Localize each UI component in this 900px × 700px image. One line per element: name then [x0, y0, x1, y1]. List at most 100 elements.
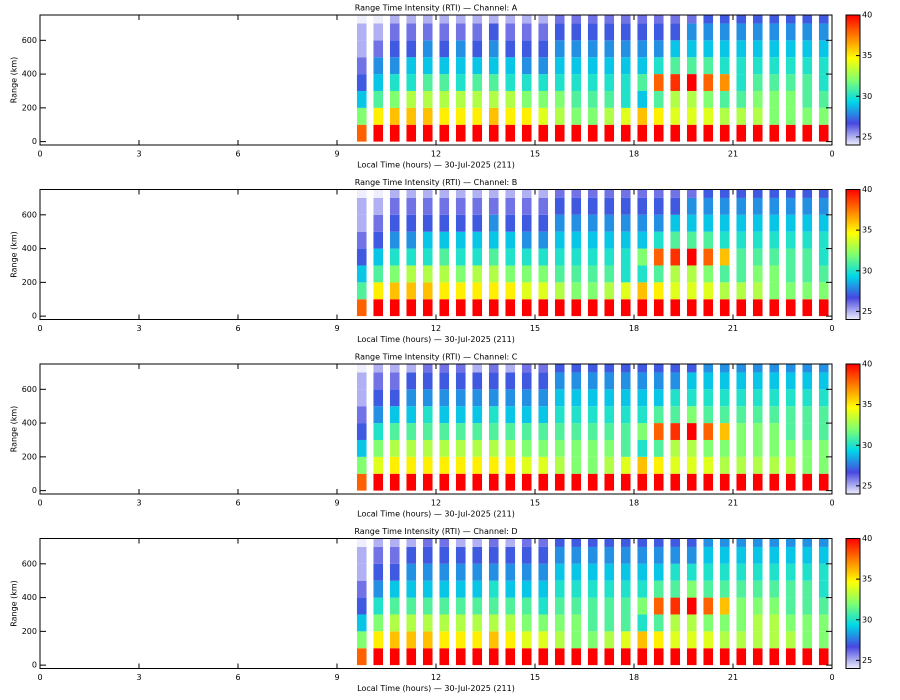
cell [736, 423, 747, 440]
colorbar [845, 14, 861, 146]
cell [356, 456, 367, 474]
cell [356, 580, 367, 598]
cell [554, 538, 565, 547]
cell [769, 563, 780, 581]
cell [686, 282, 697, 300]
x-tick-label: 15 [530, 673, 540, 682]
cell [604, 580, 615, 598]
y-tick-label: 0 [32, 661, 37, 670]
cell [785, 23, 796, 41]
cell [703, 15, 714, 24]
cell [670, 406, 681, 424]
cell [538, 282, 549, 300]
cell [389, 248, 400, 266]
cell [604, 372, 615, 390]
cell [356, 648, 367, 666]
x-tick-label: 12 [431, 324, 441, 333]
cell [736, 406, 747, 424]
cell [785, 423, 796, 440]
cell [439, 15, 450, 24]
cell [604, 57, 615, 75]
cell [752, 231, 763, 249]
cell [488, 214, 499, 232]
cell [802, 282, 813, 300]
cell [505, 631, 516, 649]
cell [620, 189, 631, 198]
cell [752, 15, 763, 24]
cell [389, 189, 400, 198]
cell [620, 90, 631, 108]
plot-frame [39, 14, 833, 146]
cell [670, 299, 681, 317]
cell [521, 439, 532, 457]
cell [818, 197, 829, 215]
cell [653, 546, 664, 564]
colorbar-tick-label: 40 [862, 185, 872, 194]
cell [538, 40, 549, 58]
cell [703, 90, 714, 108]
cell [472, 580, 483, 598]
x-tick-label: 9 [334, 499, 339, 508]
cell [719, 197, 730, 215]
cell [373, 282, 384, 300]
cell [703, 107, 714, 125]
cell [472, 364, 483, 373]
cell [406, 40, 417, 58]
cell [752, 214, 763, 232]
cell [389, 473, 400, 491]
y-tick-label: 600 [22, 559, 37, 568]
x-tick-label: 6 [235, 150, 240, 159]
cell [389, 631, 400, 649]
cell [422, 231, 433, 249]
cell [472, 189, 483, 198]
x-tick-label: 0 [37, 499, 42, 508]
cell [406, 597, 417, 615]
cell [571, 15, 582, 24]
cell [554, 597, 565, 615]
cell [769, 74, 780, 91]
cell [802, 538, 813, 547]
cell [356, 214, 367, 232]
cell [818, 423, 829, 440]
cell [818, 189, 829, 198]
cell [604, 15, 615, 24]
cell [769, 364, 780, 373]
cell [686, 456, 697, 474]
cell [719, 124, 730, 142]
cell [373, 597, 384, 615]
cell [571, 580, 582, 598]
cell [571, 614, 582, 632]
cell [571, 473, 582, 491]
plot-frame [39, 538, 833, 669]
cell [785, 74, 796, 91]
cell [505, 406, 516, 424]
cell [554, 23, 565, 41]
cell [670, 57, 681, 75]
chart-title: Range Time Intensity (RTI) — Channel: B [355, 178, 518, 187]
cell [554, 282, 565, 300]
cell [455, 546, 466, 564]
cell [802, 614, 813, 632]
cell [587, 74, 598, 91]
cell [802, 389, 813, 407]
cell [455, 248, 466, 266]
cell [637, 456, 648, 474]
cell [389, 299, 400, 317]
cell [455, 456, 466, 474]
cell [686, 74, 697, 91]
cell [719, 389, 730, 407]
cell [439, 40, 450, 58]
cell [752, 90, 763, 108]
cell [455, 90, 466, 108]
cell [620, 389, 631, 407]
cell [785, 265, 796, 283]
cell [406, 189, 417, 198]
cell [620, 563, 631, 581]
cell [571, 57, 582, 75]
cell [703, 299, 714, 317]
y-axis-label: Range (km) [10, 57, 19, 104]
cell [488, 197, 499, 215]
cell [785, 538, 796, 547]
colorbar-tick-label: 30 [862, 441, 872, 450]
cell [587, 299, 598, 317]
